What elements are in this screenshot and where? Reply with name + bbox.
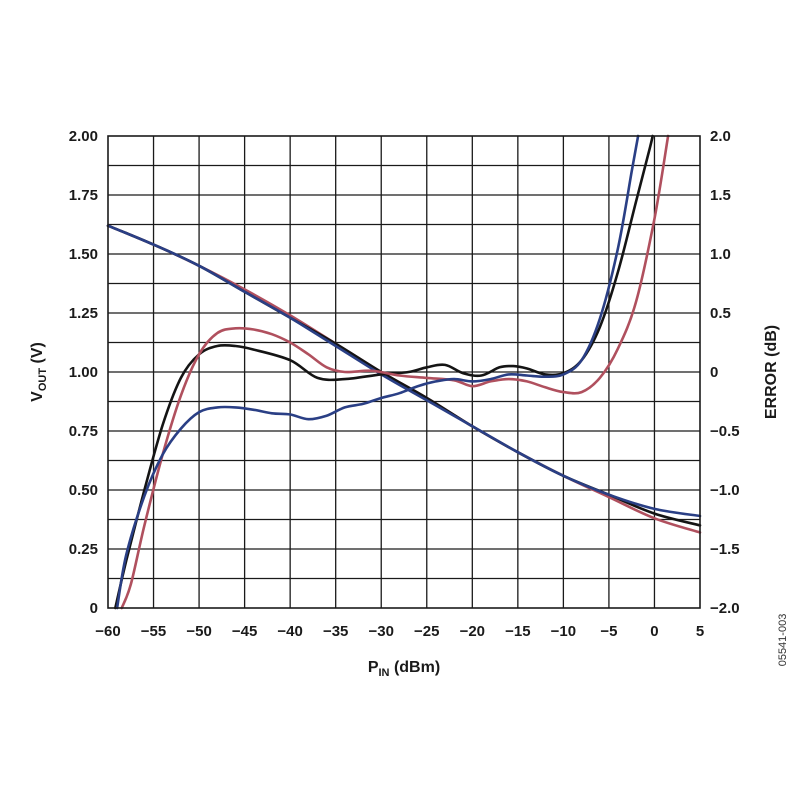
y-left-tick-label: 2.00 xyxy=(69,128,98,145)
error-line-blue xyxy=(115,134,640,610)
x-tick-label: −45 xyxy=(232,623,257,640)
plot-frame xyxy=(107,135,701,609)
y-left-tick-labels: 0 0.25 0.50 0.75 1.00 1.25 1.50 1.75 2.00 xyxy=(69,128,98,617)
x-tick-label: −15 xyxy=(505,623,530,640)
y-right-tick-label: −0.5 xyxy=(710,423,740,440)
y-right-tick-label: −1.0 xyxy=(710,482,740,499)
y-left-tick-label: 0.25 xyxy=(69,541,98,558)
y-left-axis-title: VOUT (V) xyxy=(29,342,49,402)
y-right-tick-label: 2.0 xyxy=(710,128,731,145)
x-tick-label: −20 xyxy=(460,623,485,640)
y-left-tick-label: 1.50 xyxy=(69,246,98,263)
y-right-tick-label: 0.5 xyxy=(710,305,731,322)
x-tick-label: −55 xyxy=(141,623,166,640)
x-tick-labels: −60 −55 −50 −45 −40 −35 −30 −25 −20 −15 −10 −5 0 5 xyxy=(95,623,704,640)
x-tick-label: 5 xyxy=(696,623,704,640)
figure-id: 05541-003 xyxy=(777,614,789,667)
y-left-tick-label: 0 xyxy=(90,600,98,617)
y-right-tick-label: 0 xyxy=(710,364,718,381)
y-right-tick-labels: −2.0 −1.5 −1.0 −0.5 0 0.5 1.0 1.5 2.0 xyxy=(710,128,740,617)
x-tick-label: −25 xyxy=(414,623,439,640)
series-lines xyxy=(106,134,702,610)
y-right-tick-label: −2.0 xyxy=(710,600,740,617)
y-left-tick-label: 1.25 xyxy=(69,305,98,322)
x-tick-label: −35 xyxy=(323,623,348,640)
x-tick-label: −50 xyxy=(186,623,211,640)
y-left-tick-label: 1.75 xyxy=(69,187,98,204)
x-tick-label: −30 xyxy=(369,623,394,640)
y-right-axis-title: ERROR (dB) xyxy=(763,325,780,419)
vout-line-blue xyxy=(106,224,702,518)
x-tick-label: −10 xyxy=(551,623,576,640)
x-tick-label: −40 xyxy=(277,623,302,640)
y-left-tick-label: 0.75 xyxy=(69,423,98,440)
y-right-tick-label: 1.5 xyxy=(710,187,731,204)
y-left-tick-label: 1.00 xyxy=(69,364,98,381)
x-tick-label: 0 xyxy=(650,623,658,640)
vout-line-red xyxy=(106,224,702,534)
error-line-red xyxy=(120,134,670,610)
x-tick-label: −60 xyxy=(95,623,120,640)
y-right-tick-label: −1.5 xyxy=(710,541,740,558)
x-tick-label: −5 xyxy=(600,623,617,640)
y-right-tick-label: 1.0 xyxy=(710,246,731,263)
y-left-tick-label: 0.50 xyxy=(69,482,98,499)
x-axis-title: PIN (dBm) xyxy=(368,659,440,679)
